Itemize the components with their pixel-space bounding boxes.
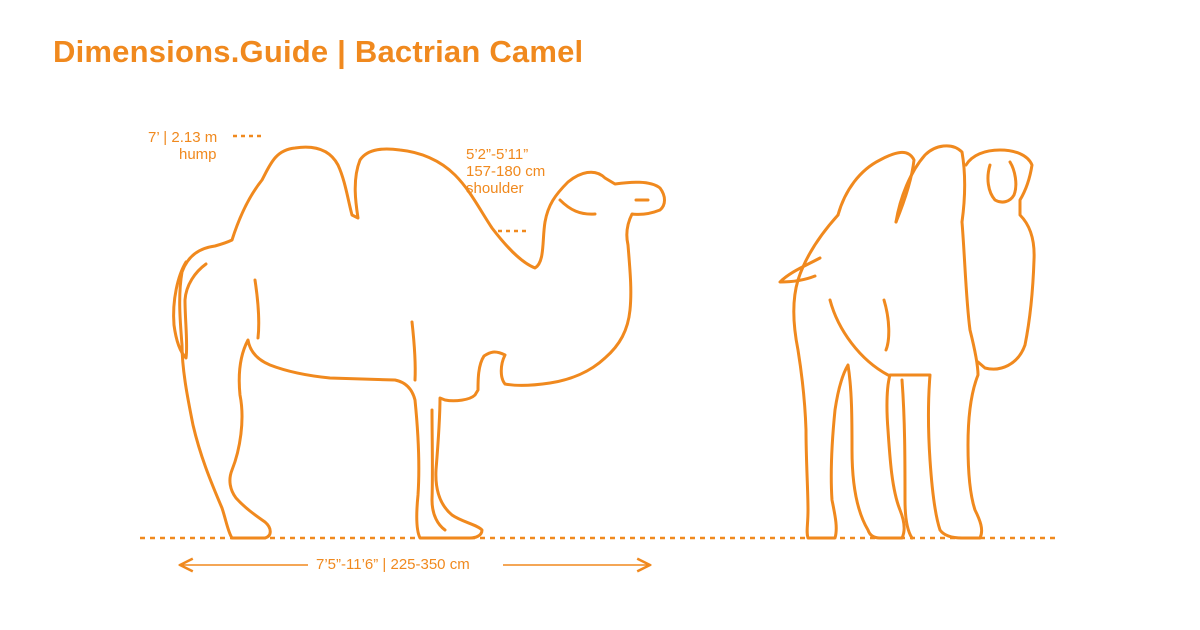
shoulder-label: 5’2”-5’11” 157-180 cm shoulder bbox=[466, 146, 545, 197]
camel-side-view bbox=[172, 145, 666, 540]
shoulder-height-imperial: 5’2”-5’11” bbox=[466, 146, 529, 163]
shoulder-caption: shoulder bbox=[466, 180, 524, 197]
hump-height-value: 7’ | 2.13 m bbox=[148, 129, 218, 146]
shoulder-height-metric: 157-180 cm bbox=[466, 163, 546, 180]
hump-label: 7’ | 2.13 m hump bbox=[148, 129, 217, 163]
page-title: Dimensions.Guide | Bactrian Camel bbox=[53, 34, 584, 69]
camel-front-view bbox=[778, 144, 1036, 540]
hump-caption: hump bbox=[179, 146, 217, 163]
length-label: 7’5”-11’6” | 225-350 cm bbox=[316, 556, 470, 573]
